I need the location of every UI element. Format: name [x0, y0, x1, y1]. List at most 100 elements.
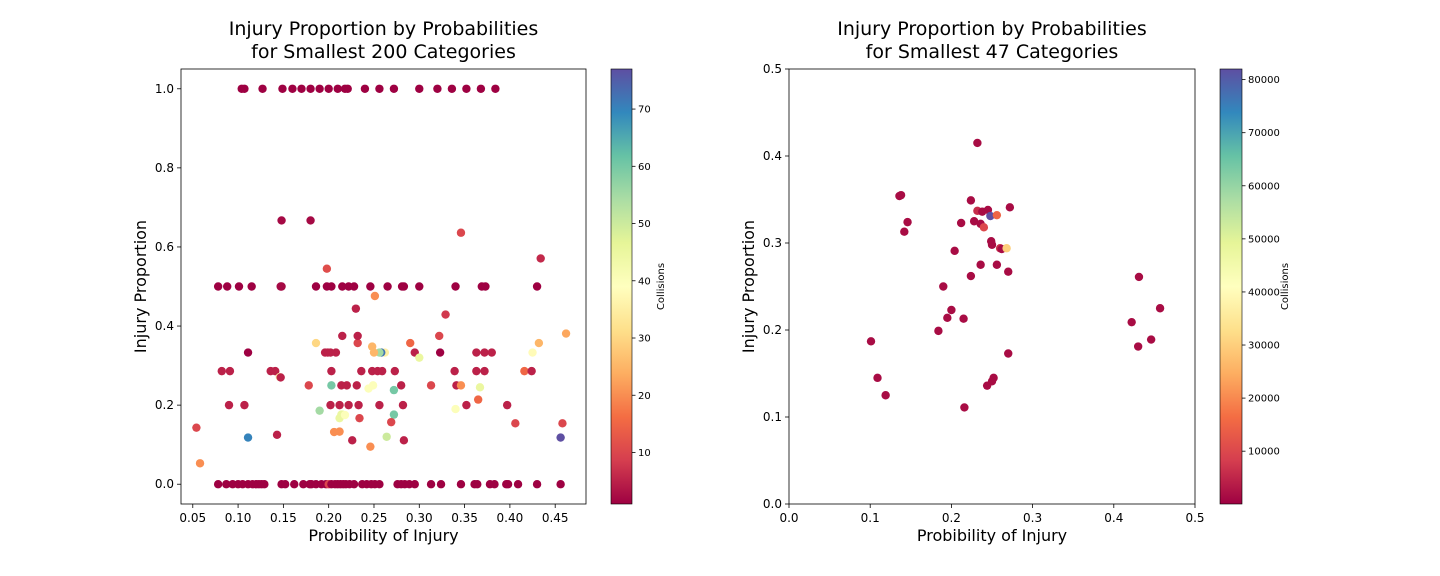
scatter-point — [260, 480, 269, 489]
scatter-point — [456, 228, 466, 237]
scatter-point — [476, 84, 486, 93]
scatter-point — [377, 366, 387, 376]
x-tick-label: 0.25 — [361, 511, 388, 525]
y-tick-label: 0.2 — [763, 323, 782, 337]
scatter-point — [992, 210, 1002, 220]
colorbar-tick-label: 70 — [638, 105, 651, 116]
scatter-point — [956, 218, 966, 228]
scatter-point — [472, 348, 481, 357]
y-tick-label: 0.2 — [155, 398, 174, 412]
chart-title-line: for Smallest 200 Categories — [251, 41, 516, 63]
x-tick-label: 0.0 — [779, 511, 798, 525]
scatter-point — [433, 84, 442, 93]
scatter-point — [349, 480, 359, 489]
scatter-point — [327, 366, 336, 376]
scatter-point — [441, 310, 450, 319]
y-axis-label: Injury Proportion — [739, 220, 758, 353]
x-tick-label: 0.4 — [1104, 511, 1123, 525]
x-tick-label: 0.15 — [270, 511, 297, 525]
y-tick-label: 0.1 — [763, 410, 782, 424]
scatter-point — [223, 282, 232, 291]
scatter-point — [306, 216, 315, 225]
y-tick-label: 0.6 — [155, 240, 174, 254]
scatter-point — [456, 480, 466, 489]
scatter-point — [406, 338, 415, 348]
scatter-point — [271, 366, 280, 376]
scatter-point — [456, 381, 466, 390]
colorbar-tick-label: 60000 — [1248, 181, 1280, 192]
scatter-point — [326, 400, 335, 410]
x-tick-label: 0.1 — [861, 511, 880, 525]
y-tick-label: 0.0 — [155, 477, 174, 491]
scatter-point — [491, 84, 500, 93]
scatter-point — [222, 480, 231, 489]
scatter-point — [399, 436, 409, 445]
scatter-point — [966, 271, 976, 281]
scatter-point — [950, 246, 959, 256]
scatter-point — [217, 366, 226, 376]
scatter-point — [487, 348, 496, 357]
y-tick-label: 1.0 — [155, 82, 174, 96]
scatter-point — [327, 381, 336, 390]
scatter-point — [338, 282, 347, 291]
scatter-point — [280, 480, 290, 489]
scatter-point — [195, 459, 205, 468]
colorbar-tick-label: 20000 — [1248, 394, 1280, 405]
colorbar-tick-label: 80000 — [1248, 75, 1280, 86]
scatter-point — [1133, 342, 1143, 351]
scatter-point — [243, 433, 253, 442]
scatter-point — [375, 400, 384, 410]
scatter-point — [973, 138, 982, 148]
scatter-point — [900, 227, 909, 236]
scatter-point — [387, 417, 396, 427]
x-tick-label: 0.2 — [942, 511, 961, 525]
scatter-point — [1146, 335, 1156, 344]
colorbar-tick-label: 40 — [638, 276, 651, 287]
scatter-point — [503, 480, 513, 489]
scatter-point — [304, 381, 313, 390]
scatter-point — [348, 436, 357, 445]
scatter-point — [976, 260, 985, 269]
y-tick-label: 0.4 — [155, 319, 174, 333]
colorbar — [610, 68, 633, 505]
scatter-point — [224, 400, 234, 410]
scatter-point — [528, 348, 537, 357]
scatter-point — [353, 331, 362, 341]
scatter-point — [480, 348, 489, 357]
scatter-point — [278, 84, 287, 93]
scatter-point — [987, 240, 997, 249]
scatter-point — [986, 211, 995, 221]
scatter-point — [939, 282, 948, 291]
scatter-point — [415, 353, 424, 362]
scatter-point — [473, 395, 483, 404]
scatter-point — [415, 282, 424, 291]
x-tick-label: 0.35 — [451, 511, 478, 525]
scatter-point — [213, 480, 223, 489]
scatter-point — [390, 366, 400, 376]
scatter-point — [288, 84, 297, 93]
scatter-point — [979, 223, 989, 232]
scatter-point — [354, 400, 363, 410]
scatter-point — [1004, 349, 1013, 358]
scatter-point — [353, 338, 362, 348]
scatter-point — [277, 282, 286, 291]
scatter-point — [335, 427, 344, 436]
scatter-point — [989, 373, 998, 383]
scatter-point — [322, 264, 332, 273]
colorbar — [1219, 68, 1243, 505]
colorbar-tick-label: 70000 — [1248, 128, 1280, 139]
scatter-point — [240, 84, 249, 93]
scatter-point — [225, 366, 235, 376]
scatter-point — [536, 254, 545, 263]
scatter-point — [462, 400, 471, 410]
colorbar-tick-label: 30000 — [1248, 341, 1280, 352]
scatter-point — [881, 391, 890, 400]
scatter-point — [382, 432, 391, 441]
scatter-point — [234, 282, 244, 291]
scatter-point — [520, 366, 529, 376]
x-tick-label: 0.5 — [1185, 511, 1204, 525]
colorbar-tick-label: 20 — [638, 391, 651, 402]
